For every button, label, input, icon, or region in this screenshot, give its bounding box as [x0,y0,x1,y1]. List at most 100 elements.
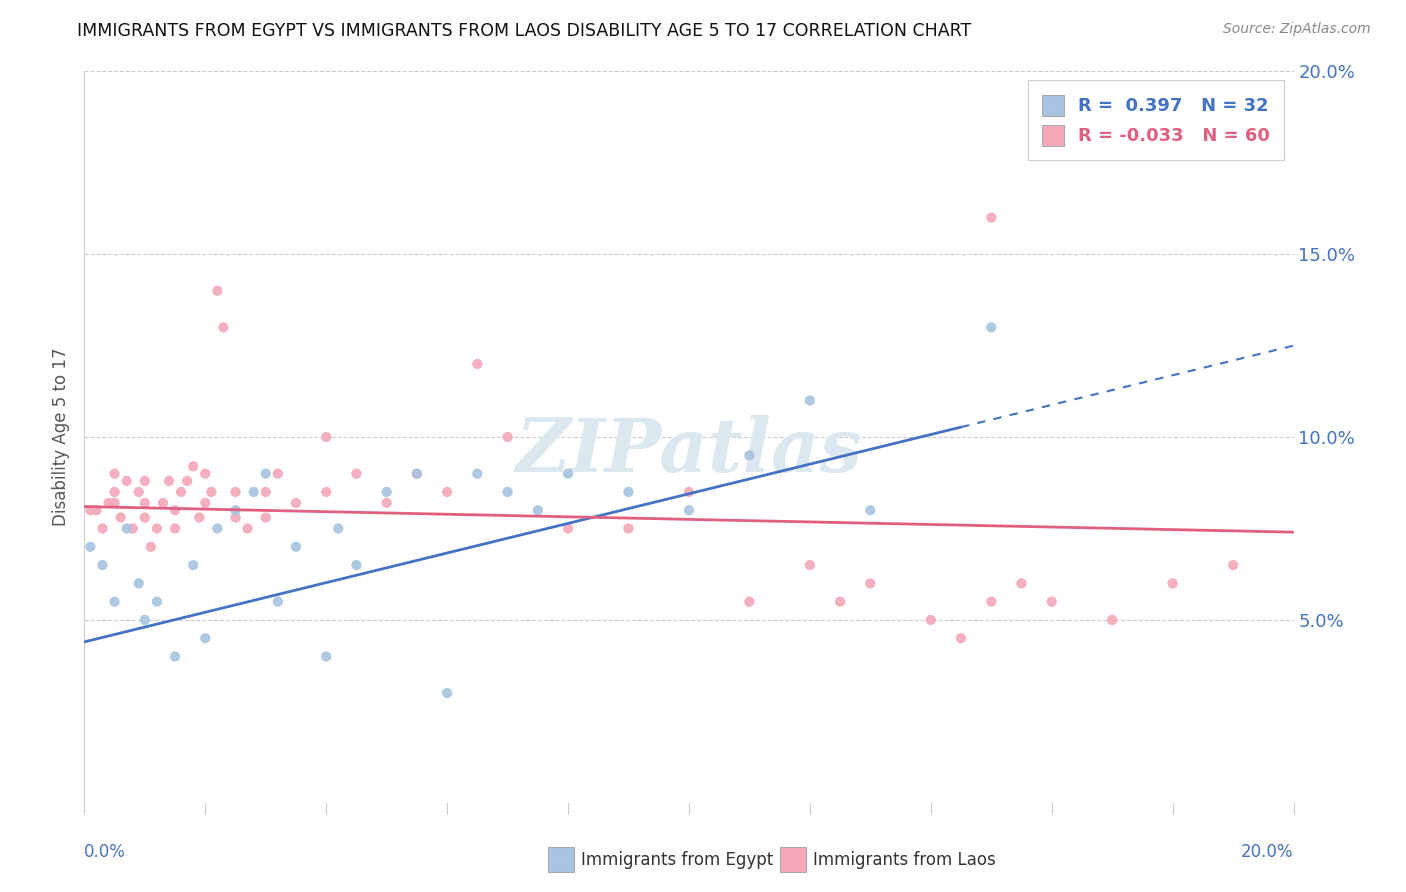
Point [134,613,156,627]
Point [980,211,1002,225]
Point [104,496,127,510]
Point [165,649,187,664]
Point [86,503,108,517]
Point [557,521,579,535]
Point [225,503,247,517]
Point [134,510,156,524]
Point [115,521,138,535]
Text: Immigrants from Egypt: Immigrants from Egypt [581,851,773,869]
Point [406,467,429,481]
Legend: R =  0.397   N = 32, R = -0.033   N = 60: R = 0.397 N = 32, R = -0.033 N = 60 [1028,80,1285,160]
Point [200,485,222,500]
Point [315,649,337,664]
Point [859,576,882,591]
Point [436,686,458,700]
Point [165,503,187,517]
Point [104,485,127,500]
Point [152,496,174,510]
Point [738,594,761,608]
Point [254,510,277,524]
Point [97,496,120,510]
Point [799,393,821,408]
Point [1161,576,1184,591]
Text: 20.0%: 20.0% [1241,843,1294,861]
Point [346,467,368,481]
Text: IMMIGRANTS FROM EGYPT VS IMMIGRANTS FROM LAOS DISABILITY AGE 5 TO 17 CORRELATION: IMMIGRANTS FROM EGYPT VS IMMIGRANTS FROM… [77,22,972,40]
Point [496,485,519,500]
Point [181,459,204,474]
Point [375,496,398,510]
Point [346,558,368,573]
Point [267,594,290,608]
Point [267,467,290,481]
Point [315,485,337,500]
Point [467,357,489,371]
Text: 0.0%: 0.0% [84,843,127,861]
Point [920,613,942,627]
Point [436,485,458,500]
Point [225,510,247,524]
Text: Source: ZipAtlas.com: Source: ZipAtlas.com [1223,22,1371,37]
Point [212,320,235,334]
Point [406,467,429,481]
Point [1011,576,1033,591]
Point [207,521,229,535]
Point [678,485,700,500]
Point [176,474,198,488]
Point [315,430,337,444]
Point [799,558,821,573]
Point [79,503,101,517]
Point [285,540,308,554]
Point [91,521,114,535]
Point [157,474,180,488]
Point [236,521,259,535]
Text: ZIPatlas: ZIPatlas [516,416,862,488]
Point [115,474,138,488]
Point [110,510,132,524]
Point [91,558,114,573]
Point [134,496,156,510]
Point [285,496,308,510]
Point [254,485,277,500]
Point [79,540,101,554]
Point [165,521,187,535]
Point [104,594,127,608]
Point [104,467,127,481]
Point [375,485,398,500]
Point [1222,558,1244,573]
Point [225,485,247,500]
Point [194,496,217,510]
Point [242,485,264,500]
Point [496,430,519,444]
Point [128,485,150,500]
Point [194,632,217,646]
Point [617,485,640,500]
Point [188,510,211,524]
Point [146,594,169,608]
Point [617,521,640,535]
Point [980,594,1002,608]
Y-axis label: Disability Age 5 to 17: Disability Age 5 to 17 [52,348,70,526]
Point [980,320,1002,334]
Point [328,521,350,535]
Point [170,485,193,500]
Point [1101,613,1123,627]
Point [254,467,277,481]
Point [181,558,204,573]
Point [207,284,229,298]
Point [678,503,700,517]
Point [146,521,169,535]
Point [950,632,973,646]
Point [121,521,143,535]
Point [134,474,156,488]
Point [194,467,217,481]
Point [557,467,579,481]
Point [1040,594,1063,608]
Text: Immigrants from Laos: Immigrants from Laos [813,851,995,869]
Point [738,448,761,462]
Point [139,540,162,554]
Point [859,503,882,517]
Point [830,594,852,608]
Point [128,576,150,591]
Point [467,467,489,481]
